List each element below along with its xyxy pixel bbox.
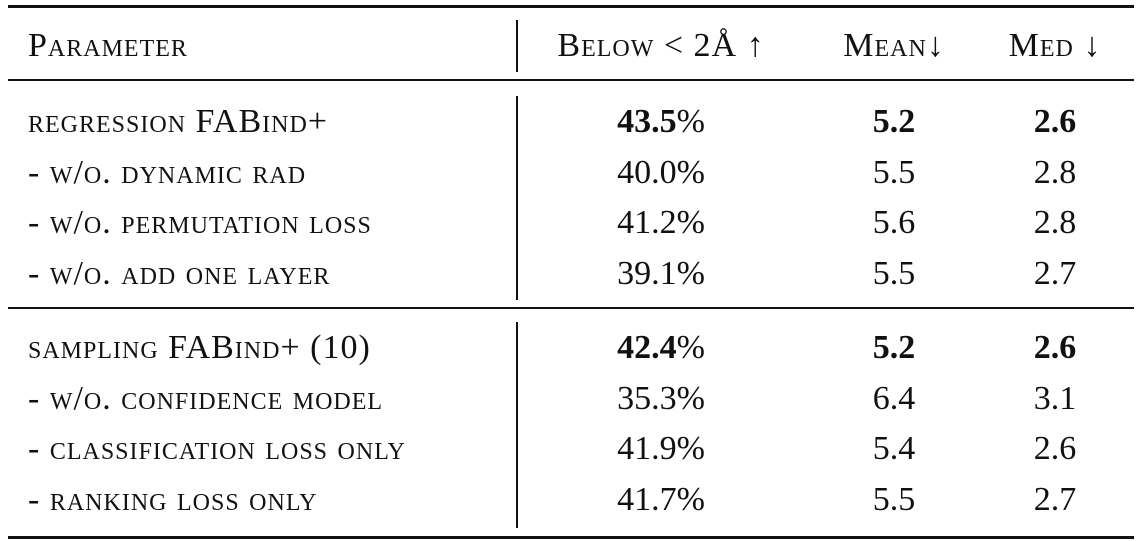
header-below: Below < 2Å ↑ — [557, 27, 765, 64]
cell-med: 2.6 — [1033, 430, 1077, 467]
cell-med: 2.6 — [1033, 103, 1077, 140]
below-value: 41.9 — [617, 430, 677, 467]
below-value: 35.3 — [617, 379, 677, 417]
cell-below: 41.9% — [540, 429, 782, 469]
percent-sign: % — [676, 153, 705, 191]
header-med: Med ↓ — [1008, 27, 1102, 64]
percent-sign: % — [676, 103, 705, 140]
header-rule — [8, 79, 1134, 81]
below-value: 41.2 — [617, 204, 677, 241]
group2-divider — [516, 322, 518, 528]
cell-below: 35.3% — [540, 379, 782, 419]
percent-sign: % — [676, 329, 705, 366]
cell-below: 43.5% — [540, 102, 782, 142]
below-value: 39.1 — [617, 254, 677, 292]
percent-sign: % — [676, 480, 705, 518]
row-label: sampling FABind+ (10) — [28, 329, 371, 366]
cell-below: 41.7% — [540, 480, 782, 520]
group1-divider — [516, 96, 518, 300]
header-mean: Mean↓ — [843, 27, 945, 64]
cell-below: 40.0% — [540, 153, 782, 193]
below-value: 43.5 — [617, 103, 677, 140]
row-label: - w/o. permutation loss — [28, 204, 372, 241]
cell-mean: 5.2 — [872, 329, 916, 366]
cell-mean: 5.5 — [872, 254, 916, 292]
below-value: 40.0 — [617, 153, 677, 191]
header-parameter: Parameter — [28, 27, 188, 64]
cell-mean: 5.6 — [872, 204, 916, 241]
cell-mean: 5.5 — [872, 480, 916, 518]
cell-below: 42.4% — [540, 328, 782, 368]
cell-med: 2.7 — [1033, 254, 1077, 292]
row-label: - w/o. add one layer — [28, 254, 331, 292]
cell-mean: 5.5 — [872, 153, 916, 191]
cell-mean: 5.4 — [872, 430, 916, 467]
below-value: 42.4 — [617, 329, 677, 366]
cell-med: 2.8 — [1033, 153, 1077, 191]
row-label: - w/o. confidence model — [28, 379, 384, 417]
row-label: - classification loss only — [28, 430, 406, 467]
row-label: - w/o. dynamic rad — [28, 153, 307, 191]
cell-med: 2.8 — [1033, 204, 1077, 241]
cell-mean: 6.4 — [872, 379, 916, 417]
group-rule — [8, 307, 1134, 309]
percent-sign: % — [676, 379, 705, 417]
cell-med: 3.1 — [1033, 379, 1077, 417]
top-rule — [8, 5, 1134, 8]
header-divider — [516, 20, 518, 72]
cell-below: 41.2% — [540, 203, 782, 243]
cell-med: 2.6 — [1033, 329, 1077, 366]
row-label: regression FABind+ — [28, 103, 328, 140]
below-value: 41.7 — [617, 480, 677, 518]
bottom-rule — [8, 536, 1134, 539]
cell-mean: 5.2 — [872, 103, 916, 140]
row-label: - ranking loss only — [28, 480, 318, 518]
cell-med: 2.7 — [1033, 480, 1077, 518]
percent-sign: % — [676, 204, 705, 241]
percent-sign: % — [676, 254, 705, 292]
cell-below: 39.1% — [540, 254, 782, 294]
percent-sign: % — [676, 430, 705, 467]
